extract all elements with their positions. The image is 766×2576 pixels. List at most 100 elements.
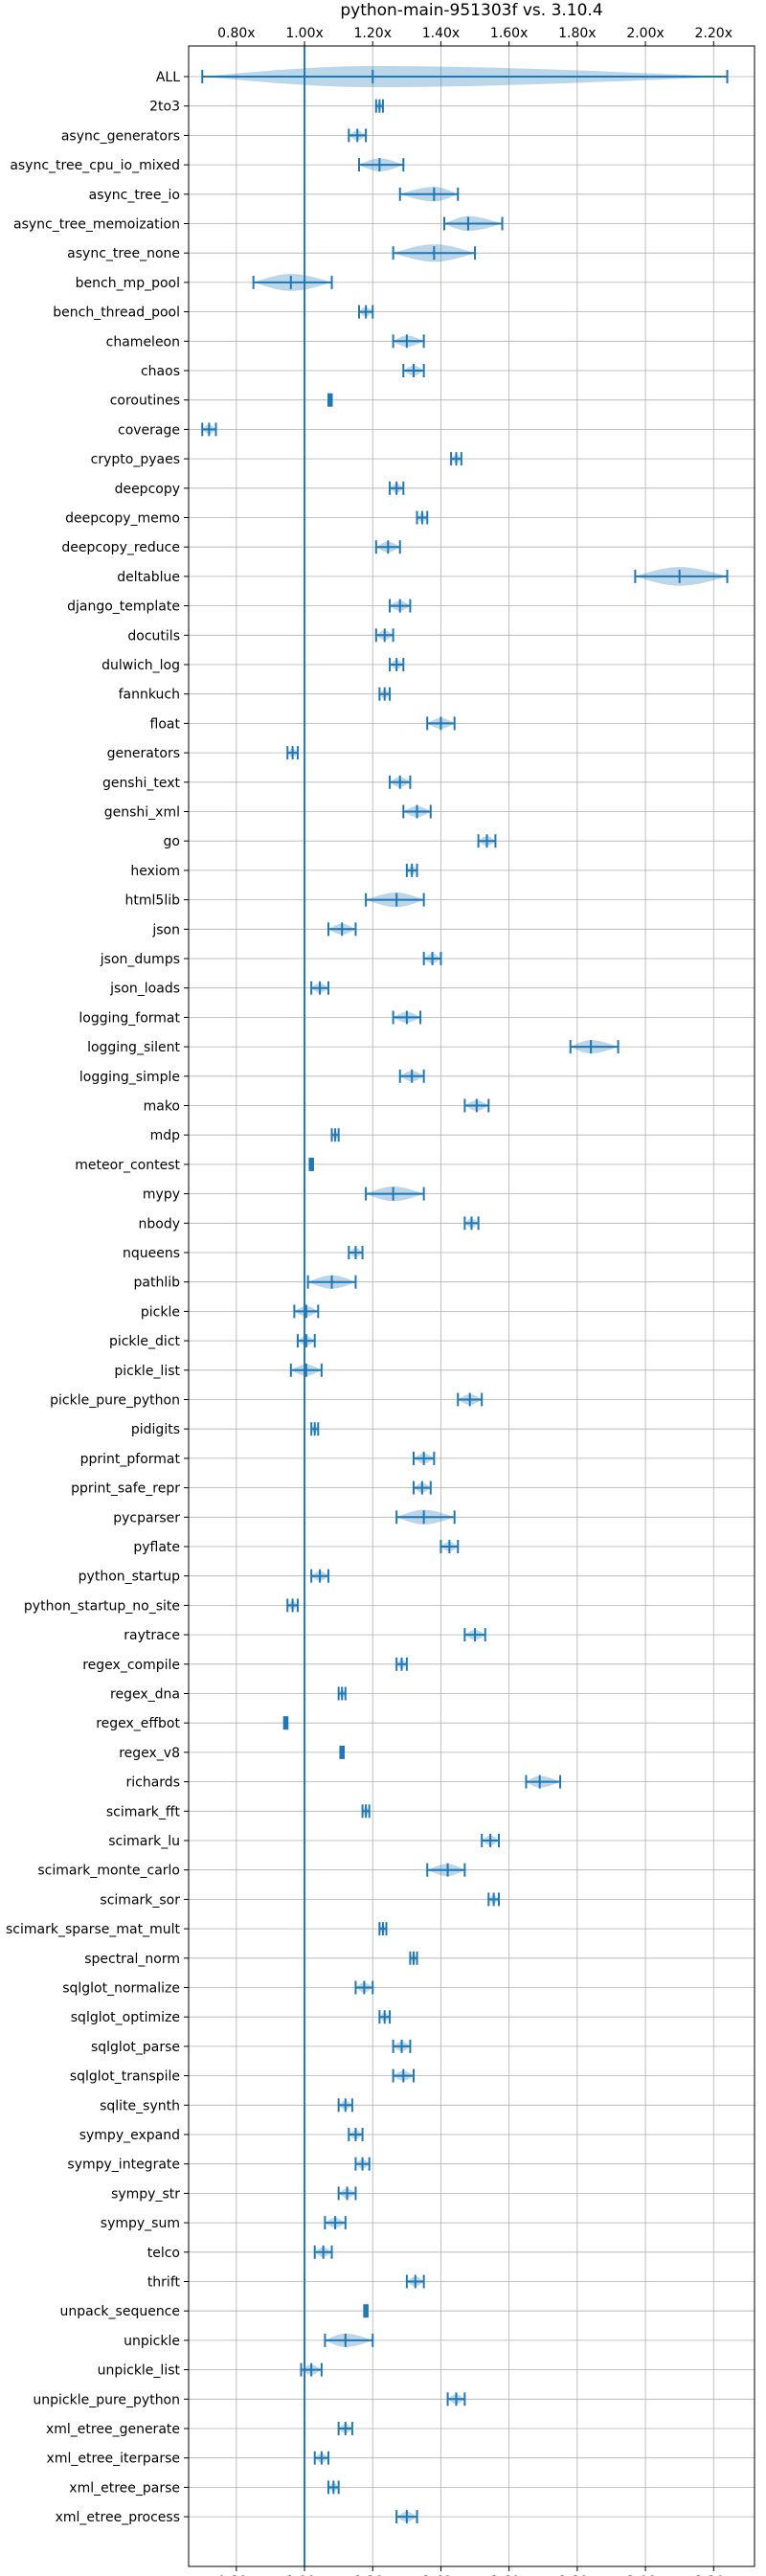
x-tick-label-top: 1.20x	[354, 26, 392, 41]
category-label: pycparser	[113, 1510, 180, 1525]
x-tick-label-bottom: 0.80x	[217, 2574, 255, 2576]
x-tick-label-top: 1.40x	[422, 26, 460, 41]
category-label: deltablue	[117, 570, 180, 585]
category-label: async_tree_memoization	[13, 217, 180, 233]
category-label: xml_etree_parse	[69, 2480, 180, 2496]
category-label: logging_format	[79, 1010, 180, 1026]
category-label: sqlglot_normalize	[62, 1981, 180, 1997]
category-label: pprint_safe_repr	[71, 1481, 180, 1497]
category-label: async_tree_cpu_io_mixed	[10, 158, 180, 173]
category-label: sqlglot_optimize	[71, 2010, 180, 2025]
category-label: bench_mp_pool	[76, 276, 180, 291]
x-tick-label-top: 1.80x	[558, 26, 596, 41]
category-label: deepcopy_memo	[65, 511, 180, 527]
x-tick-label-bottom: 2.20x	[695, 2574, 732, 2576]
category-label: django_template	[67, 599, 180, 615]
category-label: deepcopy_reduce	[61, 540, 180, 555]
category-label: regex_compile	[82, 1658, 180, 1673]
category-label: sympy_sum	[101, 2216, 180, 2231]
category-label: docutils	[127, 628, 180, 644]
category-label: float	[150, 716, 181, 732]
violins	[202, 66, 728, 2522]
category-label: nbody	[139, 1216, 181, 1232]
plot-frame	[188, 45, 755, 2567]
x-tick-label-bottom: 1.60x	[490, 2574, 528, 2576]
category-label: pickle_list	[114, 1364, 180, 1379]
category-label: json	[151, 922, 180, 938]
x-tick-label-bottom: 1.00x	[285, 2574, 323, 2576]
category-label: unpickle_pure_python	[33, 2392, 180, 2407]
category-label: coverage	[118, 422, 180, 438]
category-label: xml_etree_process	[56, 2510, 180, 2525]
category-label: pickle_pure_python	[50, 1393, 180, 1409]
category-label: async_generators	[61, 128, 180, 144]
category-label: python_startup	[79, 1570, 180, 1585]
category-label: dulwich_log	[101, 658, 180, 673]
category-label: xml_etree_generate	[46, 2422, 180, 2437]
category-label: raytrace	[124, 1628, 180, 1643]
x-tick-label-bottom: 2.00x	[626, 2574, 664, 2576]
category-label: deepcopy	[115, 482, 180, 497]
category-label: python_startup_no_site	[24, 1598, 180, 1614]
category-label: bench_thread_pool	[53, 305, 180, 321]
category-label: thrift	[147, 2275, 181, 2291]
category-label: scimark_lu	[108, 1834, 180, 1849]
whiskers	[201, 70, 729, 2524]
category-label: logging_simple	[79, 1070, 180, 1085]
x-tick-label-top: 1.60x	[490, 26, 528, 41]
category-label: sqlglot_transpile	[70, 2069, 180, 2085]
category-label: sqlite_synth	[100, 2098, 180, 2113]
category-label: scimark_sparse_mat_mult	[6, 1922, 180, 1937]
category-label: unpickle_list	[98, 2363, 181, 2379]
x-tick-label-bottom: 1.40x	[422, 2574, 460, 2576]
category-label: logging_silent	[87, 1040, 180, 1055]
category-label: richards	[126, 1775, 181, 1791]
category-label: genshi_text	[102, 776, 181, 791]
category-label: sympy_expand	[79, 2128, 180, 2143]
category-label: hexiom	[130, 864, 180, 879]
category-label: html5lib	[125, 893, 181, 909]
x-tick-label-top: 2.00x	[626, 26, 664, 41]
category-label: mypy	[143, 1187, 180, 1203]
category-label: crypto_pyaes	[91, 452, 180, 467]
category-label: pyflate	[133, 1540, 180, 1555]
x-tick-label-top: 1.00x	[285, 26, 323, 41]
category-label: nqueens	[123, 1246, 180, 1261]
category-label: scimark_monte_carlo	[37, 1864, 180, 1879]
category-label: generators	[107, 746, 180, 761]
category-label: pidigits	[131, 1422, 180, 1437]
category-label: pickle	[141, 1304, 180, 1320]
category-label: sympy_integrate	[67, 2158, 180, 2173]
category-label: meteor_contest	[75, 1158, 180, 1173]
category-label: regex_v8	[119, 1746, 180, 1761]
category-label: unpickle	[124, 2334, 180, 2349]
category-label: fannkuch	[119, 688, 180, 703]
x-tick-label-top: 0.80x	[217, 26, 255, 41]
category-label: mako	[144, 1099, 180, 1115]
category-label: pathlib	[134, 1276, 181, 1291]
category-label: pprint_pformat	[80, 1452, 181, 1467]
category-label: ALL	[156, 70, 180, 85]
category-label: async_tree_none	[67, 246, 180, 261]
x-axis-ticks: 0.80x 0.80x 1.00x 1.00x 1.20x 1.20x 1.40x 1.40x…	[217, 26, 732, 2576]
category-label: sympy_str	[111, 2186, 180, 2202]
x-tick-label-top: 2.20x	[695, 26, 732, 41]
category-label: sqlglot_parse	[91, 2040, 180, 2055]
y-axis-labels: ALL 2to3 async_generators async_tree_cpu_io…	[6, 70, 189, 2525]
category-label: 2to3	[149, 100, 180, 115]
x-tick-label-bottom: 1.80x	[558, 2574, 596, 2576]
category-label: regex_dna	[110, 1687, 180, 1703]
category-label: regex_effbot	[96, 1716, 180, 1731]
category-label: go	[164, 834, 180, 849]
grid-layer	[189, 46, 755, 2566]
category-label: chaos	[141, 364, 180, 379]
category-label: spectral_norm	[84, 1952, 180, 1967]
category-label: telco	[147, 2246, 180, 2261]
category-label: genshi_xml	[104, 805, 180, 821]
category-label: scimark_fft	[106, 1804, 181, 1819]
category-label: json_loads	[109, 982, 180, 997]
category-label: xml_etree_iterparse	[47, 2452, 180, 2467]
category-label: json_dumps	[100, 952, 180, 967]
category-label: scimark_sor	[100, 1892, 180, 1908]
